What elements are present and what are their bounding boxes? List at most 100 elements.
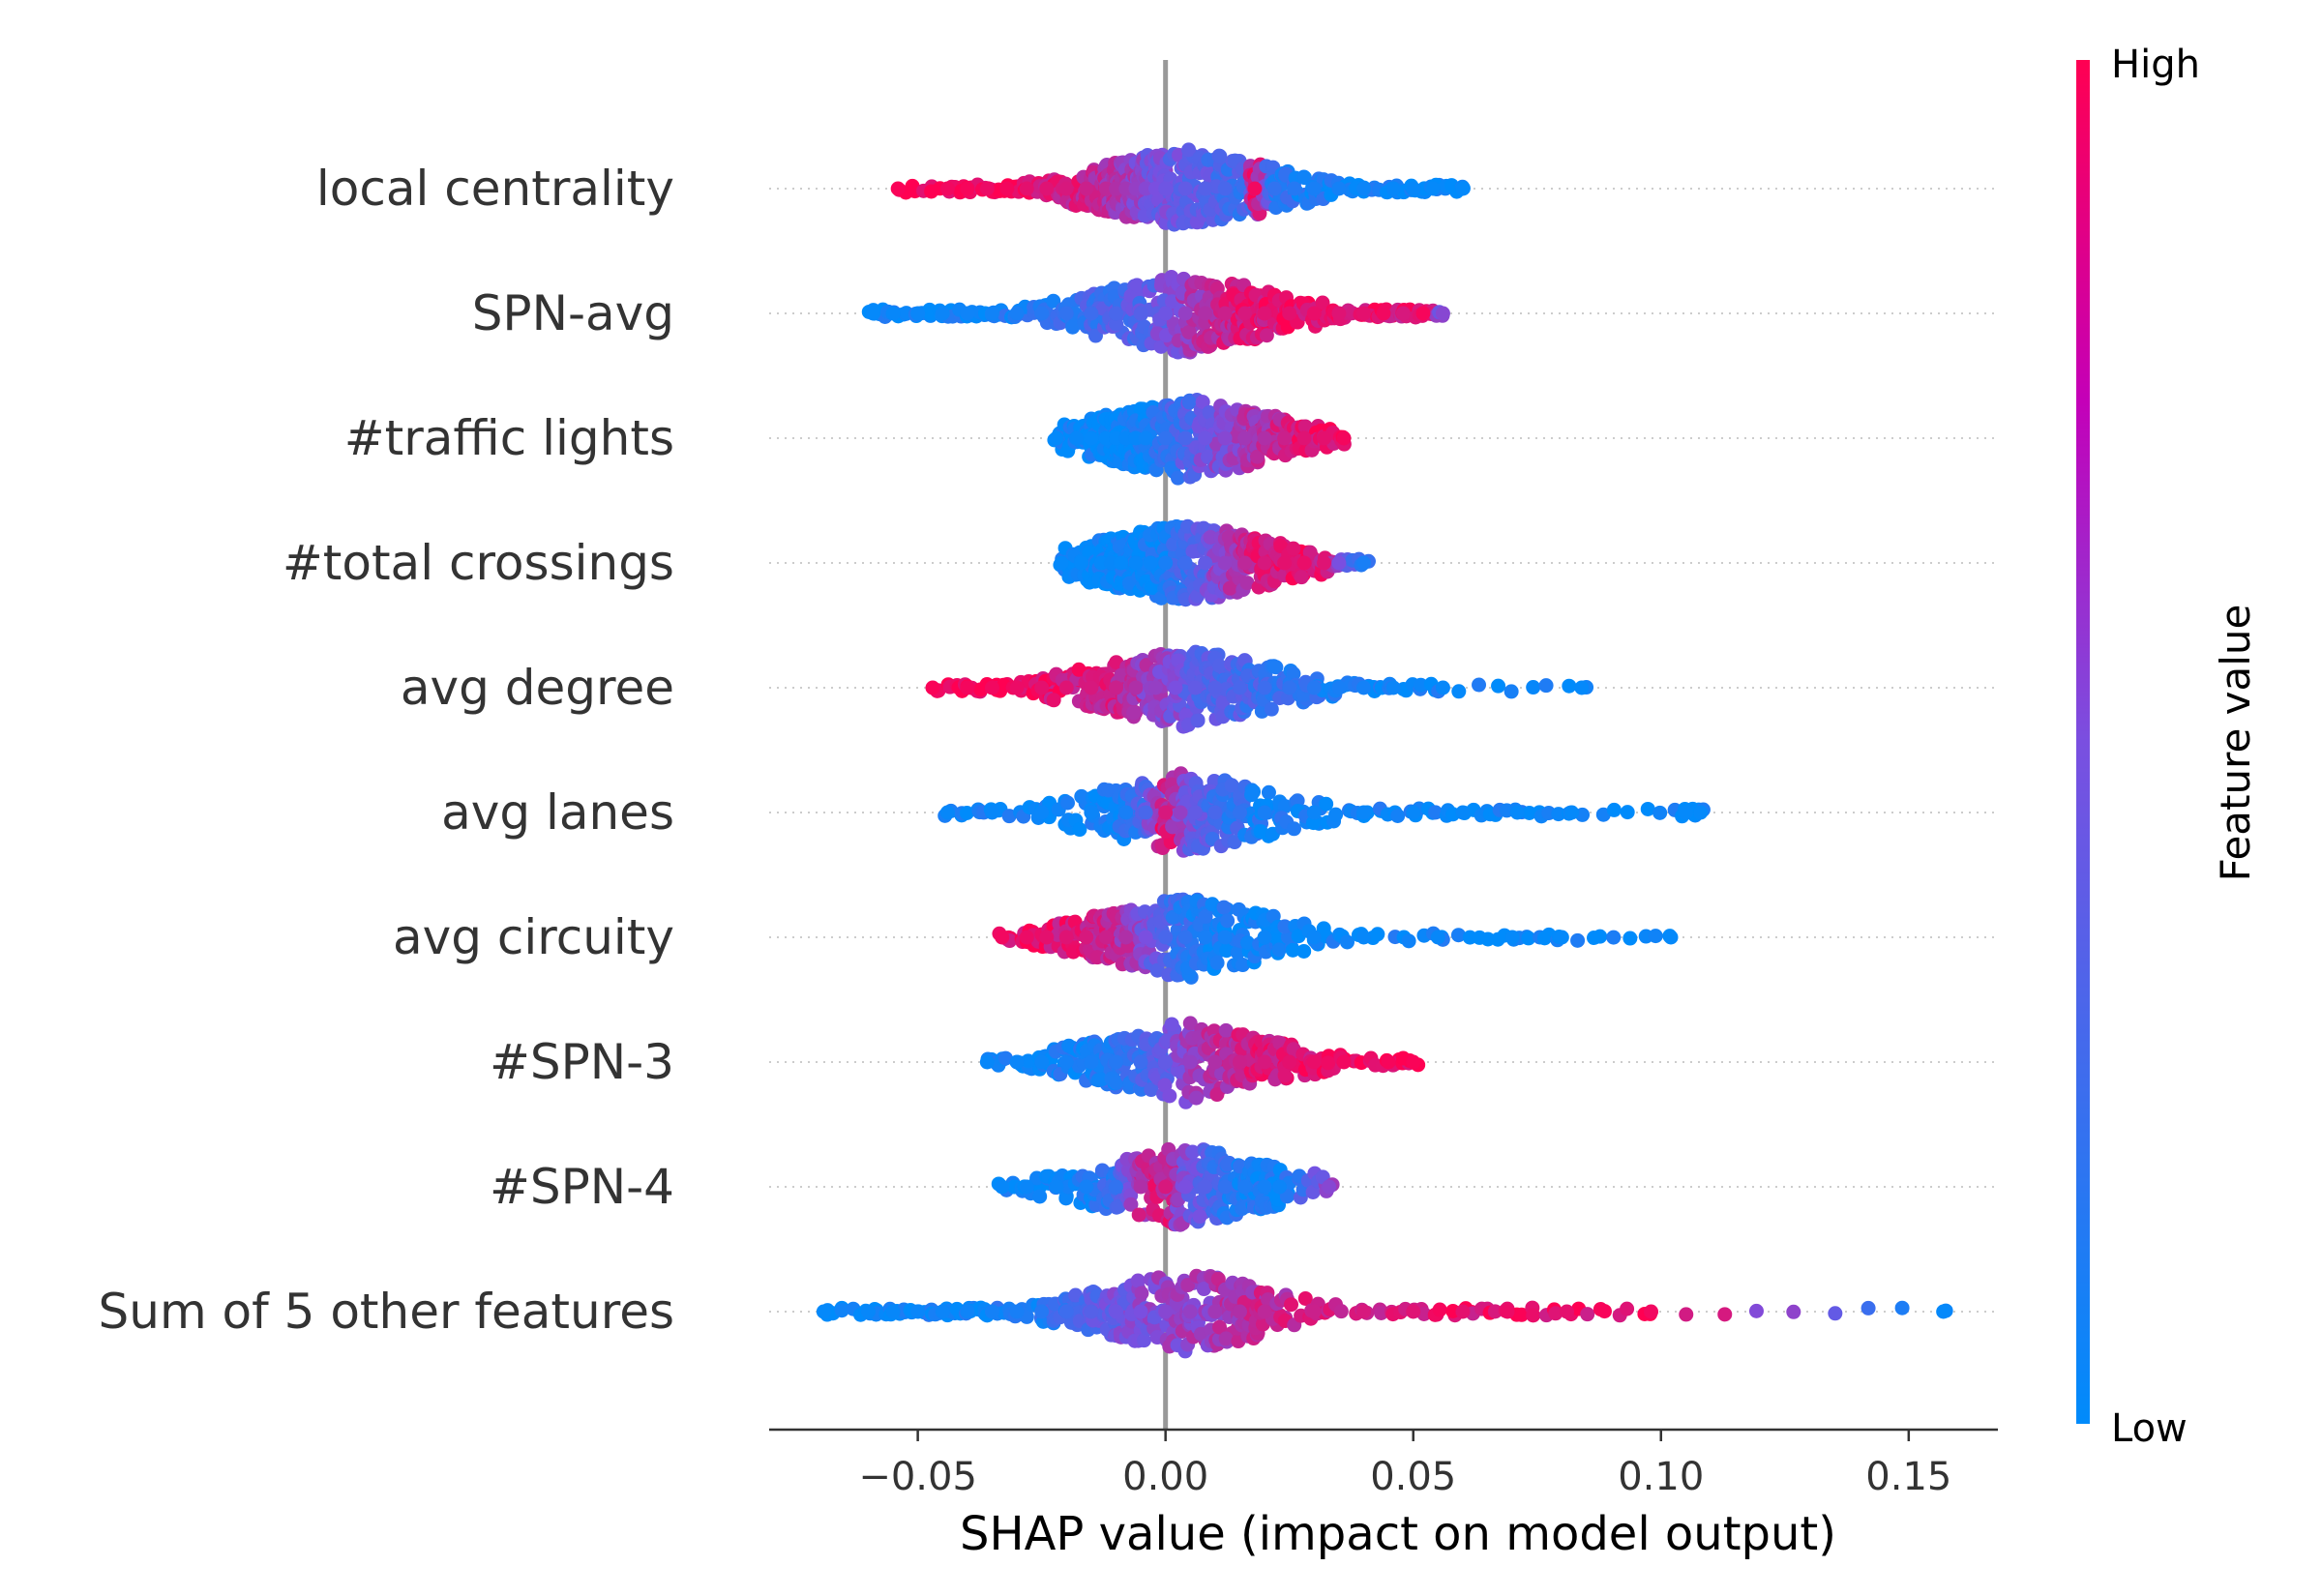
shap-point — [1239, 576, 1255, 591]
shap-point — [1894, 1300, 1910, 1315]
shap-point — [1109, 316, 1124, 332]
shap-point — [1406, 1304, 1421, 1319]
shap-point — [1678, 805, 1693, 820]
shap-point — [1406, 1054, 1421, 1070]
shap-point — [1129, 278, 1145, 293]
shap-point — [939, 805, 955, 820]
shap-point — [1570, 932, 1586, 948]
shap-point — [939, 181, 955, 196]
shap-point — [1009, 306, 1025, 321]
shap-point — [1266, 181, 1282, 196]
shap-point — [984, 680, 999, 695]
shap-point — [1058, 930, 1074, 945]
shap-point — [1173, 805, 1188, 820]
shap-point — [1181, 324, 1197, 340]
shap-point — [885, 1304, 901, 1319]
shap-point — [1331, 181, 1347, 196]
shap-point — [1356, 181, 1372, 196]
shap-point — [1277, 1068, 1293, 1083]
shap-point — [1596, 1304, 1612, 1319]
shap-point — [1046, 293, 1061, 309]
shap-point — [1114, 555, 1129, 571]
shap-point — [1413, 677, 1428, 693]
colorbar-high-label: High — [2111, 43, 2200, 87]
shap-point — [1217, 930, 1233, 945]
shap-point — [1306, 930, 1322, 945]
shap-point — [1182, 1054, 1198, 1070]
shap-point — [1415, 306, 1431, 321]
shap-point — [1158, 930, 1174, 945]
shap-point — [1249, 449, 1265, 464]
shap-point — [1158, 805, 1174, 820]
x-tick-label: 0.15 — [1865, 1455, 1951, 1499]
shap-point — [1034, 1054, 1050, 1070]
shap-point — [1564, 805, 1580, 820]
shap-point — [1356, 1304, 1372, 1319]
shap-point — [816, 1304, 831, 1319]
shap-point — [960, 680, 975, 695]
shap-point — [1679, 1307, 1694, 1322]
shap-point — [1257, 555, 1272, 571]
shap-point — [1500, 1304, 1515, 1319]
shap-point — [1277, 430, 1293, 446]
shap-point — [1074, 555, 1089, 571]
shap-point — [1237, 430, 1253, 446]
shap-point — [1118, 805, 1134, 820]
shap-point — [1259, 328, 1274, 343]
feature-label: Sum of 5 other features — [99, 1284, 674, 1340]
shap-point — [1218, 1022, 1234, 1038]
shap-point — [1538, 678, 1554, 694]
feature-labels: local centrality SPN-avg #traffic lights #t… — [99, 161, 674, 1340]
shap-point — [1282, 680, 1297, 695]
shap-point — [1108, 680, 1123, 695]
shap-point — [1509, 805, 1525, 820]
shap-point — [1009, 1304, 1025, 1319]
shap-point — [1133, 1304, 1148, 1319]
feature-label: #traffic lights — [344, 410, 674, 466]
shap-point — [999, 181, 1015, 196]
shap-point — [1049, 1179, 1064, 1195]
shap-point — [1257, 930, 1272, 945]
shap-point — [1217, 181, 1233, 196]
shap-point — [1181, 395, 1197, 410]
shap-point — [1198, 430, 1213, 446]
shap-point — [1652, 805, 1668, 820]
shap-point — [1188, 1090, 1204, 1106]
shap-point — [1268, 660, 1284, 675]
shap-point — [1177, 930, 1193, 945]
x-tick-label: −0.05 — [858, 1455, 977, 1499]
shap-point — [1133, 306, 1148, 321]
shap-point — [1177, 306, 1193, 321]
shap-point — [1203, 529, 1218, 545]
shap-point — [1218, 1331, 1234, 1346]
shap-point — [1356, 555, 1372, 571]
shap-point — [1009, 680, 1025, 695]
shap-point — [1216, 900, 1232, 915]
shap-point — [1395, 306, 1411, 321]
shap-point — [1593, 929, 1608, 944]
shap-point — [1648, 929, 1663, 944]
shap-point — [1331, 555, 1347, 571]
shap-point — [1264, 701, 1279, 717]
shap-point — [1828, 1306, 1843, 1321]
shap-point — [1168, 680, 1183, 695]
shap-point — [995, 930, 1010, 945]
shap-point — [885, 306, 901, 321]
shap-point — [1034, 805, 1050, 820]
shap-point — [995, 1179, 1010, 1195]
shap-point — [1503, 684, 1519, 699]
shap-point — [1034, 306, 1050, 321]
shap-point — [1232, 805, 1247, 820]
shap-point — [1237, 306, 1253, 321]
shap-point — [1237, 1179, 1253, 1195]
shap-point — [959, 805, 974, 820]
shap-point — [1693, 805, 1709, 820]
shap-point — [1333, 1304, 1349, 1319]
shap-point — [1166, 537, 1181, 552]
shap-point — [1009, 1054, 1025, 1070]
shap-point — [1187, 805, 1203, 820]
shap-point — [1133, 1054, 1148, 1070]
shap-point — [984, 805, 999, 820]
shap-point — [1032, 1189, 1048, 1204]
shap-point — [1058, 306, 1074, 321]
